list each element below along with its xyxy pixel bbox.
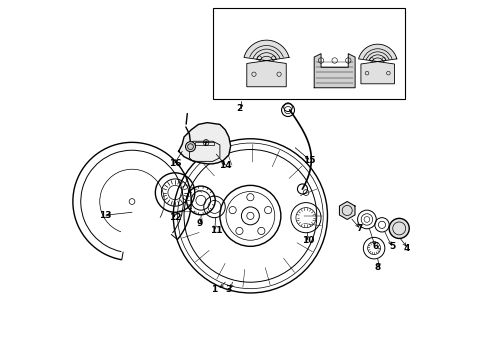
- Text: 3: 3: [226, 285, 232, 294]
- Circle shape: [389, 219, 409, 238]
- Text: 6: 6: [373, 242, 379, 251]
- Polygon shape: [244, 40, 289, 87]
- Text: 8: 8: [374, 264, 381, 273]
- Text: 10: 10: [301, 237, 314, 246]
- Circle shape: [186, 141, 196, 152]
- Text: 5: 5: [389, 242, 395, 251]
- Text: 2: 2: [237, 104, 243, 113]
- Bar: [213, 8, 405, 99]
- Polygon shape: [359, 44, 397, 84]
- Text: 9: 9: [197, 219, 203, 228]
- Text: ⊕: ⊕: [201, 139, 209, 148]
- Polygon shape: [314, 54, 355, 88]
- Text: 15: 15: [303, 156, 316, 165]
- Text: 16: 16: [169, 159, 181, 168]
- Text: 11: 11: [210, 226, 222, 235]
- Text: 4: 4: [403, 244, 410, 253]
- Text: 13: 13: [99, 211, 111, 220]
- Polygon shape: [179, 123, 231, 164]
- Text: 7: 7: [357, 224, 363, 233]
- Text: 14: 14: [219, 161, 232, 170]
- Text: 1: 1: [211, 285, 218, 294]
- Polygon shape: [340, 202, 355, 220]
- Text: 12: 12: [169, 213, 181, 222]
